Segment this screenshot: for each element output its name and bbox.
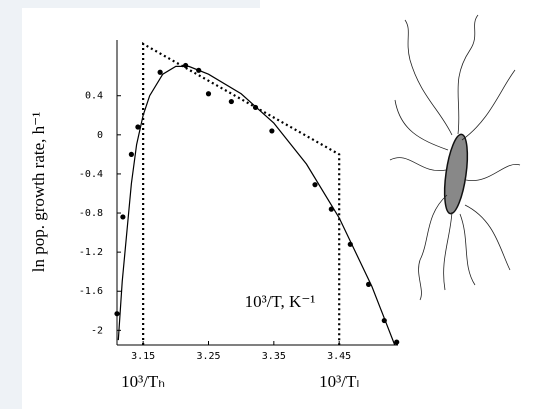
x-tick-label: 3.45 [327,351,351,362]
annotation: 10³/Tₕ [121,372,165,391]
data-point [157,69,163,75]
data-point [183,62,189,69]
data-point [114,311,120,317]
y-tick-label: 0 [97,130,103,141]
top-strip [0,0,260,8]
data-point [312,182,318,188]
data-point [269,128,275,134]
data-point [228,98,234,105]
fit-curve [117,65,396,346]
x-tick-label: 3.25 [196,351,220,362]
y-tick-label: -2 [91,325,103,336]
y-axis-label: ln pop. growth rate, h⁻¹ [29,112,48,272]
y-tick-label: -1.6 [79,286,103,297]
data-point [120,214,126,220]
y-tick-label: 0.4 [85,91,103,102]
y-tick-label: -0.4 [79,169,103,180]
annotation: 10³/T, K⁻¹ [245,292,316,311]
left-strip [0,0,22,409]
data-point [135,124,141,130]
x-tick-label: 3.35 [262,351,286,362]
y-tick-label: -0.8 [79,208,103,219]
x-tick-label: 3.15 [131,351,155,362]
model-line [142,42,341,345]
data-point [128,151,134,157]
y-tick-label: -1.2 [79,247,103,258]
data-point [205,91,212,97]
data-point [394,339,400,345]
annotation: 10³/Tₗ [319,372,359,391]
bacterium [389,14,521,301]
